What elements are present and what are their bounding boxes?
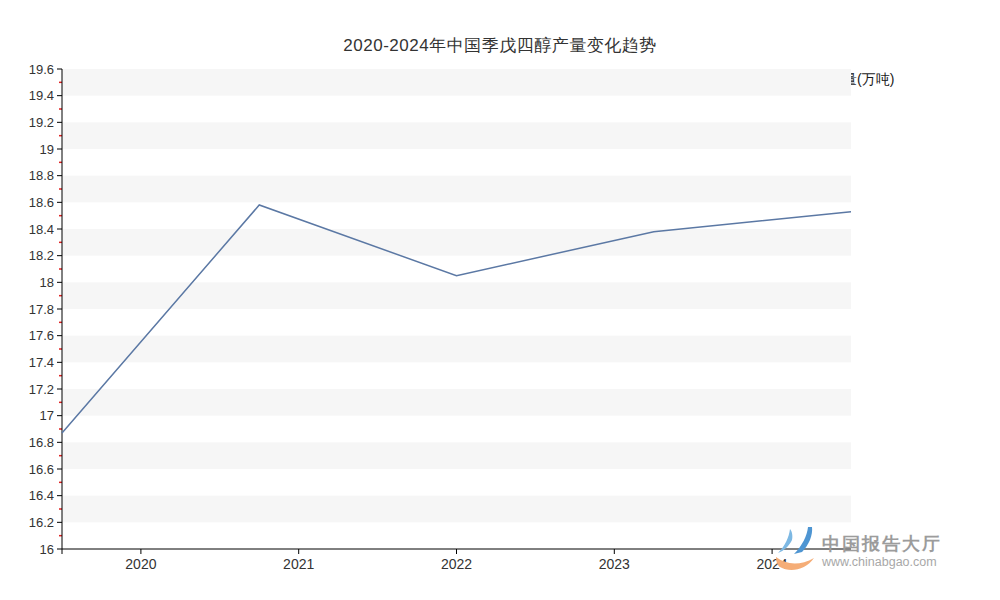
y-axis-tick-label: 18.6 — [29, 195, 54, 210]
y-axis-tick-label: 17 — [40, 408, 54, 423]
y-axis-tick-label: 17.8 — [29, 302, 54, 317]
y-axis-tick-label: 16.2 — [29, 515, 54, 530]
watermark: 中国报告大厅 www.chinabgao.com — [774, 527, 942, 577]
y-axis-tick-label: 16.4 — [29, 488, 54, 503]
chart-container: 2020-2024年中国季戊四醇产量变化趋势 产量(万吨) 1616.216.4… — [0, 0, 1000, 600]
y-axis-tick-label: 16 — [40, 542, 54, 557]
grid-stripe — [62, 442, 851, 469]
y-axis-tick-label: 19.2 — [29, 115, 54, 130]
x-axis-tick-label: 2023 — [599, 556, 630, 572]
y-axis-tick-label: 16.8 — [29, 435, 54, 450]
grid-stripe — [62, 229, 851, 256]
y-axis-tick-label: 17.2 — [29, 382, 54, 397]
grid-stripe — [62, 176, 851, 203]
grid-stripe — [62, 122, 851, 149]
grid-stripe — [62, 69, 851, 96]
x-axis-tick-label: 2020 — [125, 556, 156, 572]
watermark-url: www.chinabgao.com — [822, 555, 942, 570]
grid-stripe — [62, 496, 851, 523]
chinabgao-logo-icon — [774, 527, 818, 577]
y-axis-tick-label: 19.4 — [29, 88, 54, 103]
y-axis-tick-label: 19.6 — [29, 62, 54, 77]
line-chart-canvas: 16 16.2 16.4 16.6 16.8 17 17.2 17.4 17.6 17.8 18 18… — [0, 0, 1000, 600]
watermark-brand: 中国报告大厅 — [822, 533, 942, 555]
y-axis-tick-label: 18.8 — [29, 168, 54, 183]
y-axis-tick-label: 17.4 — [29, 355, 54, 370]
y-axis-tick-label: 19 — [40, 142, 54, 157]
y-axis-tick-label: 18.4 — [29, 222, 54, 237]
y-axis-tick-label: 16.6 — [29, 462, 54, 477]
y-axis-tick-label: 17.6 — [29, 328, 54, 343]
y-axis-tick-label: 18.2 — [29, 248, 54, 263]
grid-stripe — [62, 336, 851, 363]
y-axis-tick-label: 18 — [40, 275, 54, 290]
grid-stripe — [62, 389, 851, 416]
x-axis-tick-label: 2021 — [283, 556, 314, 572]
x-axis-tick-label: 2022 — [441, 556, 472, 572]
